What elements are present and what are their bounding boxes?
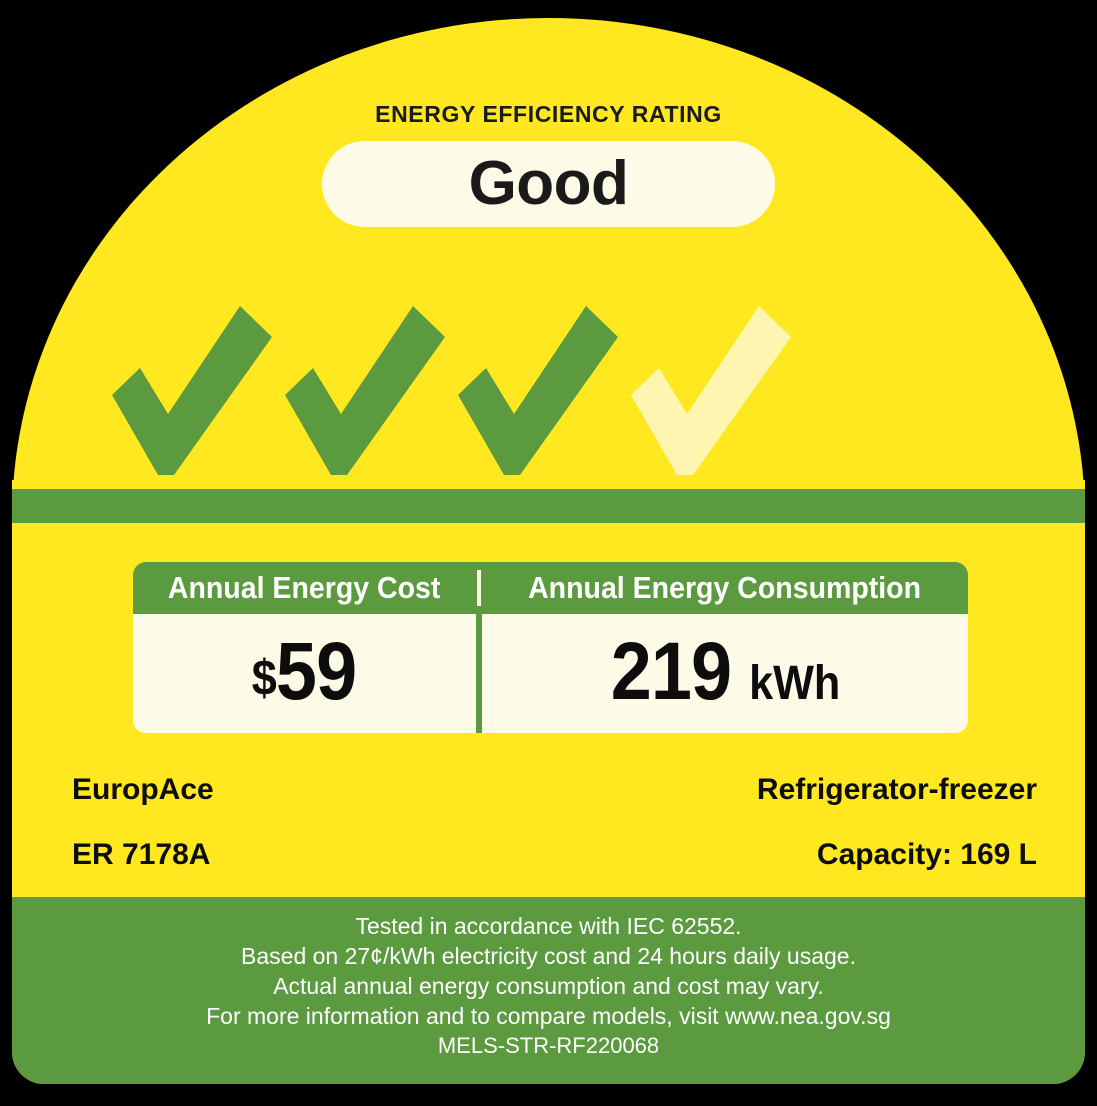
footer-line-4: For more information and to compare mode…	[206, 1003, 891, 1029]
footer-line-1: Tested in accordance with IEC 62552.	[355, 913, 742, 939]
rating-value: Good	[468, 149, 629, 218]
annual-energy-consumption-column: Annual Energy Consumption 219 kWh	[482, 562, 968, 733]
annual-energy-cost-header-bar: Annual Energy Cost	[133, 562, 476, 614]
checkmark-icon-3	[444, 294, 630, 480]
annual-energy-cost-value: $59	[252, 630, 357, 713]
panel-divider	[476, 562, 482, 733]
footer-line-2: Based on 27¢/kWh electricity cost and 24…	[241, 943, 856, 969]
capacity-value: Capacity: 169 L	[816, 838, 1037, 871]
rating-title: ENERGY EFFICIENCY RATING	[375, 101, 722, 127]
checkmark-icon-2	[271, 294, 457, 480]
annual-energy-cost-value-area: $59	[133, 614, 476, 733]
footer-line-3: Actual annual energy consumption and cos…	[273, 973, 824, 999]
annual-energy-cost-label: Annual Energy Cost	[168, 570, 441, 605]
currency-symbol: $	[252, 649, 277, 706]
consumption-number: 219	[611, 625, 732, 717]
green-separator-band	[12, 489, 1085, 523]
annual-energy-cost-column: Annual Energy Cost $59	[133, 562, 476, 733]
cost-number: 59	[276, 625, 357, 717]
annual-energy-consumption-label: Annual Energy Consumption	[528, 570, 922, 605]
checkmark-icon-4-empty	[617, 294, 803, 480]
consumption-unit: kWh	[749, 656, 841, 710]
model-number: ER 7178A	[72, 838, 211, 871]
energy-data-panel: Annual Energy Cost $59 Annual Energy Con…	[133, 562, 968, 733]
footer-notes: Tested in accordance with IEC 62552. Bas…	[12, 897, 1085, 1084]
product-type: Refrigerator-freezer	[756, 773, 1037, 806]
brand-name: EuropAce	[72, 773, 214, 806]
panel-divider-header-line	[476, 562, 482, 614]
model-and-capacity-row: ER 7178A Capacity: 169 L	[72, 838, 1037, 872]
rating-badge: Good	[322, 141, 775, 227]
label-registration-code: MELS-STR-RF220068	[437, 1033, 660, 1058]
brand-and-type-row: EuropAce Refrigerator-freezer	[72, 773, 1037, 807]
rating-ticks	[98, 294, 838, 480]
annual-energy-consumption-header-bar: Annual Energy Consumption	[482, 562, 968, 614]
checkmark-icon-1	[98, 294, 284, 480]
annual-energy-consumption-value-area: 219 kWh	[482, 614, 968, 733]
